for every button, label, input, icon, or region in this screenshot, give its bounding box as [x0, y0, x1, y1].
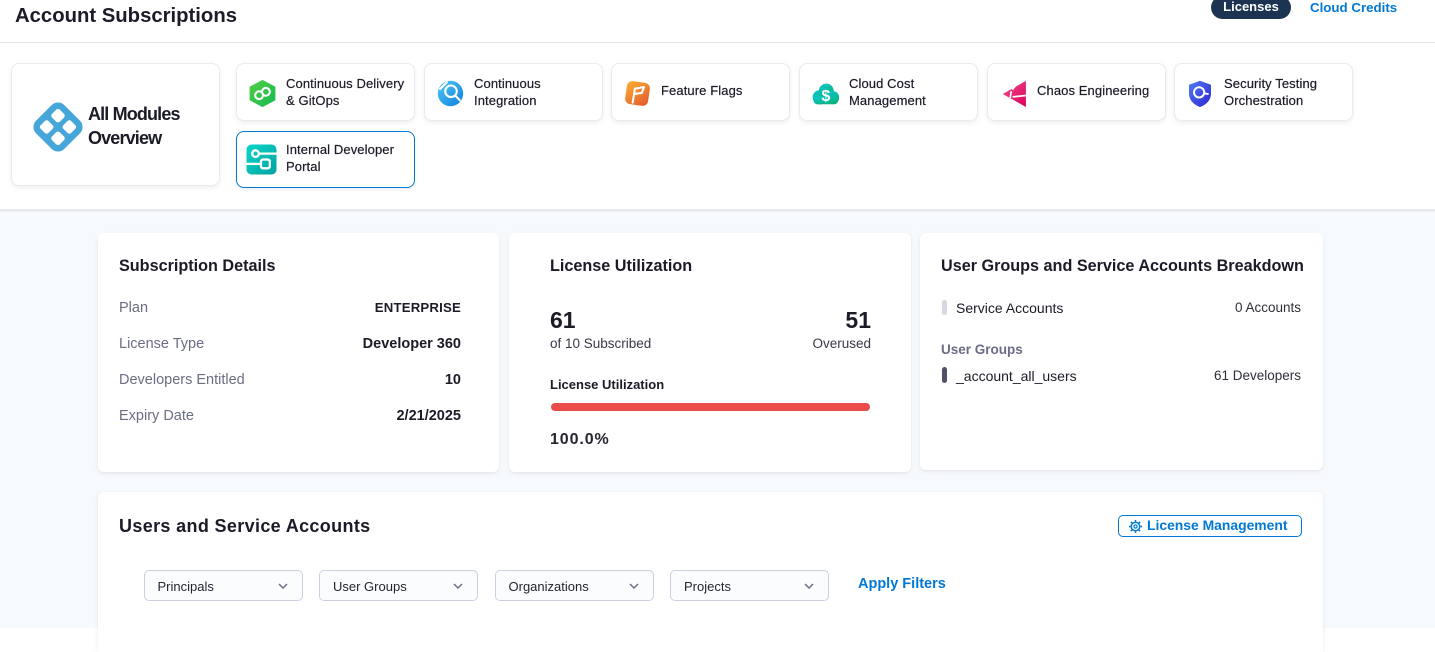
svg-text:$: $ [821, 88, 830, 105]
